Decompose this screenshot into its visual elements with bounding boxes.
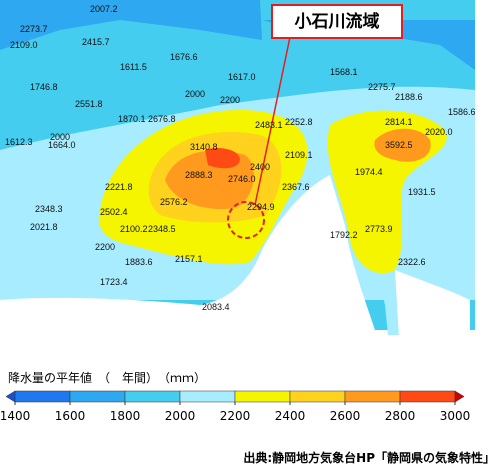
station-value: 2415.7 <box>82 37 110 47</box>
station-value: 1612.3 <box>5 137 33 147</box>
station-value: 1792.2 <box>330 230 358 240</box>
color-segment <box>289 390 346 403</box>
tick-label: 2200 <box>220 409 251 423</box>
color-segment <box>69 390 126 403</box>
station-value: 1586.6 <box>448 107 476 117</box>
station-value: 2676.8 <box>148 114 176 124</box>
station-value: 2275.7 <box>368 82 396 92</box>
contour-label: 2200 <box>95 242 115 252</box>
legend-title: 降水量の平年値 （ 年間） （ｍｍ） <box>8 370 206 385</box>
station-value: 2502.4 <box>100 207 128 217</box>
tick-label: 1800 <box>110 409 141 423</box>
zone-2600-east <box>374 128 431 162</box>
station-value: 2109.1 <box>285 150 313 160</box>
color-segment <box>179 390 236 403</box>
station-value: 1664.0 <box>48 140 76 150</box>
station-value: 3592.5 <box>385 140 413 150</box>
tick-label: 2800 <box>385 409 416 423</box>
basin-circle <box>227 201 265 239</box>
contour-label: 2000 <box>50 132 70 142</box>
station-value: 1611.5 <box>120 62 147 72</box>
contour-label: 2000 <box>185 89 205 99</box>
contours: 2000 2200 2200 2400 2000 <box>50 89 270 252</box>
station-value: 1974.4 <box>355 167 383 177</box>
station-value: 3140.8 <box>190 142 218 152</box>
tick-label: 1600 <box>55 409 86 423</box>
station-value: 2746.0 <box>228 174 256 184</box>
callout-line <box>254 36 291 206</box>
station-value: 2157.1 <box>175 254 203 264</box>
station-value: 2221.8 <box>105 182 133 192</box>
station-value: 2483.1 <box>255 120 283 130</box>
tick-label: 2400 <box>275 409 306 423</box>
north-zone <box>262 20 475 70</box>
station-value: 1870.1 <box>118 114 146 124</box>
station-value: 2576.2 <box>160 197 188 207</box>
station-value: 1568.1 <box>330 67 358 77</box>
tick-label: 2000 <box>165 409 196 423</box>
tick-label: 2600 <box>330 409 361 423</box>
sea <box>0 175 475 355</box>
station-value: 2021.8 <box>30 222 58 232</box>
station-value: 2294.9 <box>247 202 275 212</box>
station-value: 2273.7 <box>20 24 48 34</box>
color-segment <box>14 390 71 403</box>
station-value: 2109.0 <box>10 40 38 50</box>
station-value: 2773.9 <box>365 224 393 234</box>
callout-text: 小石川流域 <box>295 11 380 32</box>
station-value: 2888.3 <box>185 170 213 180</box>
station-value: 2348.5 <box>148 224 176 234</box>
color-segment <box>234 390 291 403</box>
zone-2800 <box>205 148 240 169</box>
station-value: 2814.1 <box>385 117 413 127</box>
contour-label: 2400 <box>250 162 270 172</box>
callout-box <box>271 4 403 39</box>
station-value: 1746.8 <box>30 82 58 92</box>
station-value: 2083.4 <box>202 302 230 312</box>
tick-label: 3000 <box>440 409 471 423</box>
station-value: 2020.0 <box>425 127 453 137</box>
station-value: 1723.4 <box>100 277 128 287</box>
station-value: 2348.3 <box>35 204 63 214</box>
color-segment <box>124 390 181 403</box>
stations: 2273.7 2007.2 2109.0 2415.7 1611.5 1676.6 1746… <box>5 4 476 312</box>
station-value: 1617.0 <box>228 72 256 82</box>
station-value: 1883.6 <box>125 257 153 267</box>
station-value: 2188.6 <box>395 92 423 102</box>
map-bottom <box>0 335 475 355</box>
color-segment <box>344 390 401 403</box>
station-value: 1676.6 <box>170 52 198 62</box>
source: 出典:静岡地方気象台HP「静岡県の気象特性」 <box>243 450 495 465</box>
station-value: 2007.2 <box>90 4 118 14</box>
color-bar: 1400 1600 1800 2000 2200 2400 2600 2800 3000 <box>0 390 471 423</box>
tick-label: 1400 <box>0 409 30 423</box>
sea-east <box>395 270 470 355</box>
station-value: 2367.6 <box>282 182 310 192</box>
station-value: 2100.2 <box>120 224 148 234</box>
bar-arrow-high <box>454 390 465 403</box>
color-segment <box>399 390 456 403</box>
station-value: 1931.5 <box>408 187 436 197</box>
station-value: 2551.8 <box>75 99 103 109</box>
bar-arrow-low <box>5 390 16 403</box>
high-area <box>0 0 262 50</box>
contour-label: 2200 <box>220 95 240 105</box>
station-value: 2252.8 <box>285 117 313 127</box>
station-value: 2322.6 <box>398 257 426 267</box>
